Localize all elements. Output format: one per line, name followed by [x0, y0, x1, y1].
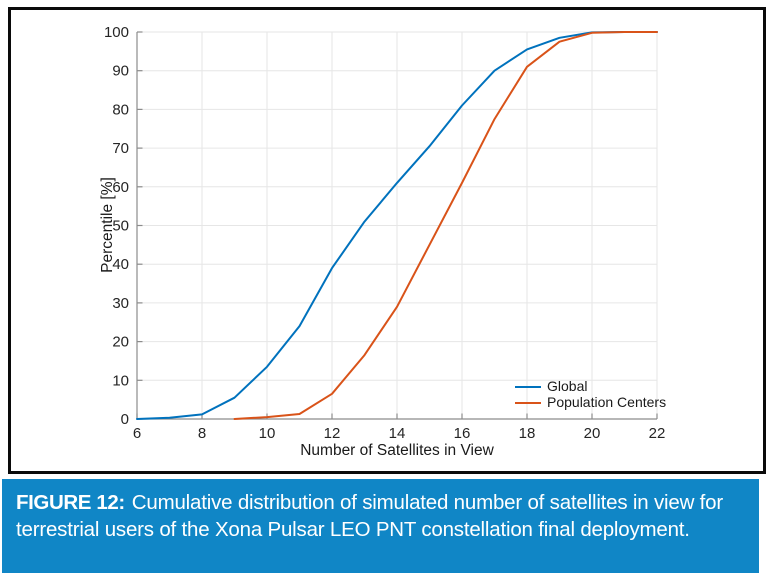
- svg-text:0: 0: [121, 411, 129, 428]
- svg-text:16: 16: [454, 425, 471, 442]
- svg-text:20: 20: [584, 425, 601, 442]
- svg-text:6: 6: [133, 425, 141, 442]
- svg-text:40: 40: [112, 256, 129, 273]
- y-axis-label: Percentile [%]: [99, 177, 116, 273]
- legend-item-population-centers: Population Centers: [515, 395, 666, 410]
- svg-text:30: 30: [112, 295, 129, 312]
- legend-label-population-centers: Population Centers: [547, 394, 667, 410]
- figure-panel: 6 8 10 12 14 16 18 20 22 0 10 20 30 40 50 60 70 80 90 100 N…: [8, 7, 766, 474]
- svg-text:90: 90: [112, 63, 129, 80]
- svg-text:60: 60: [112, 179, 129, 196]
- global-line-icon: [515, 385, 541, 388]
- svg-text:22: 22: [649, 425, 666, 442]
- figure-number-label: FIGURE 12:: [16, 491, 125, 514]
- svg-text:70: 70: [112, 140, 129, 157]
- figure-caption: FIGURE 12: Cumulative distribution of sim…: [2, 479, 759, 573]
- x-axis-label: Number of Satellites in View: [300, 442, 494, 459]
- legend-label-global: Global: [547, 378, 588, 394]
- svg-text:80: 80: [112, 101, 129, 118]
- svg-text:10: 10: [259, 425, 276, 442]
- svg-text:100: 100: [104, 24, 129, 41]
- svg-text:50: 50: [112, 218, 129, 235]
- chart-legend: Global Population Centers: [515, 379, 666, 410]
- svg-text:10: 10: [112, 372, 129, 389]
- svg-text:8: 8: [198, 425, 206, 442]
- svg-text:12: 12: [324, 425, 341, 442]
- legend-item-global: Global: [515, 379, 666, 394]
- svg-text:20: 20: [112, 334, 129, 351]
- population-centers-line-icon: [515, 401, 541, 404]
- cdf-chart: 6 8 10 12 14 16 18 20 22 0 10 20 30 40 50 60 70 80 90 100: [104, 24, 666, 442]
- svg-text:14: 14: [389, 425, 406, 442]
- figure-caption-text: Cumulative distribution of simulated num…: [16, 491, 724, 541]
- svg-text:18: 18: [519, 425, 536, 442]
